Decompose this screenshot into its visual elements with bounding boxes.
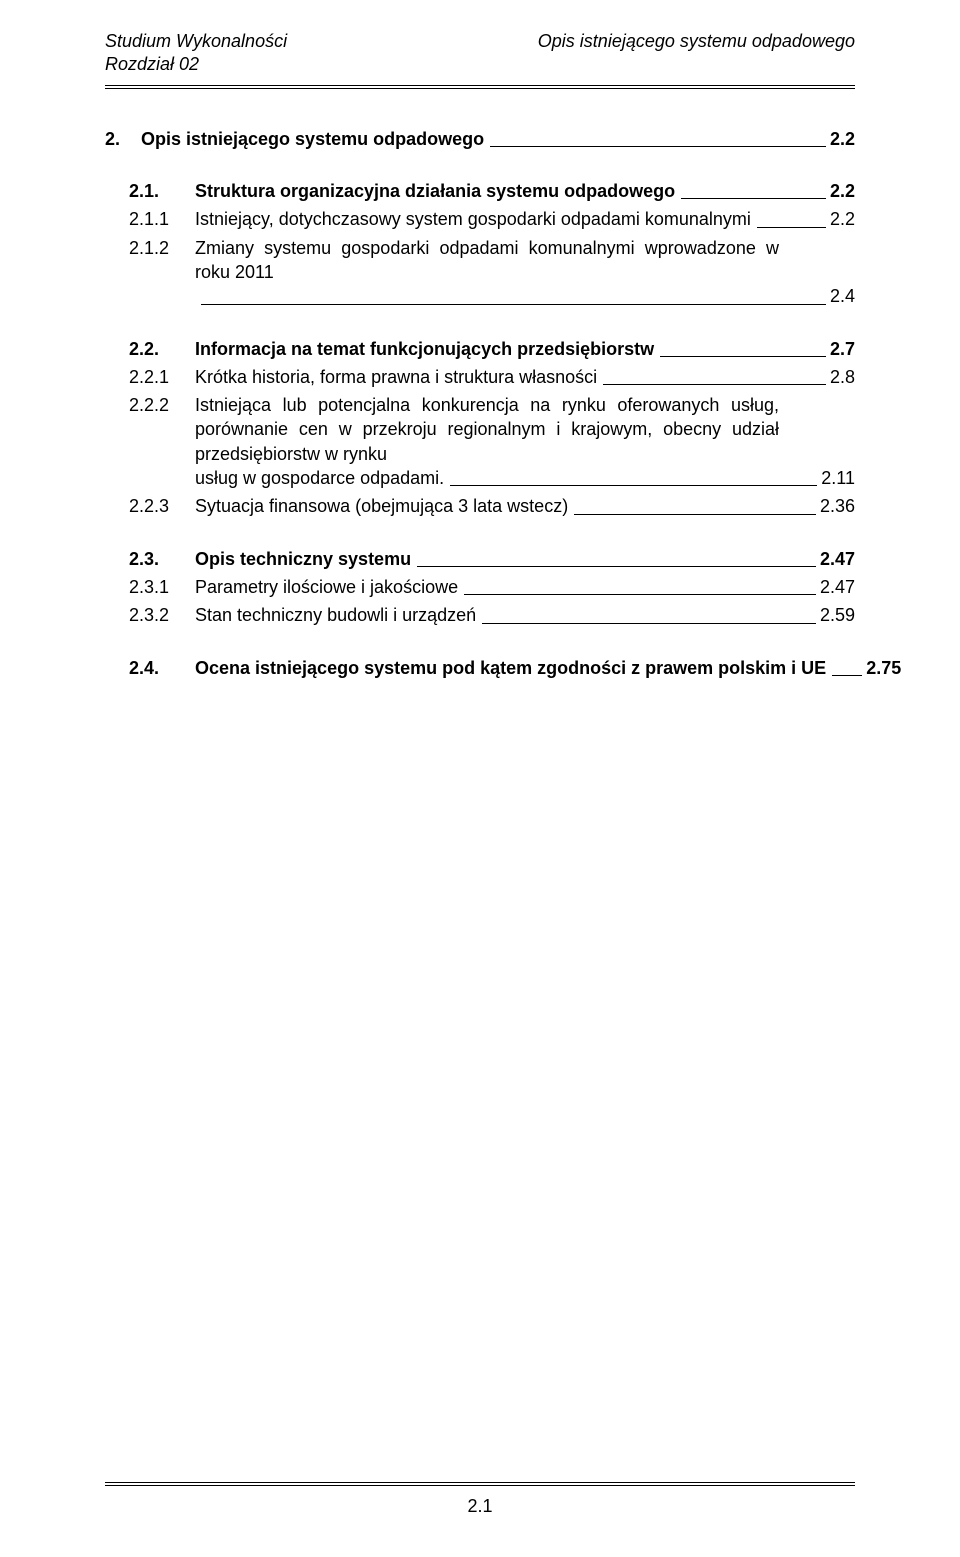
toc-leader: [603, 384, 826, 385]
toc-title: Krótka historia, forma prawna i struktur…: [189, 365, 597, 389]
toc-leader: [490, 146, 826, 147]
header-rule: [105, 88, 855, 89]
toc-title: Opis techniczny systemu: [189, 547, 411, 571]
table-of-contents: 2. Opis istniejącego systemu odpadowego …: [105, 127, 855, 680]
toc-entry: 2.1.2 Zmiany systemu gospodarki odpadami…: [105, 236, 855, 309]
header-right: Opis istniejącego systemu odpadowego: [538, 30, 855, 53]
header-title-right: Opis istniejącego systemu odpadowego: [538, 30, 855, 53]
header-title-left-2: Rozdział 02: [105, 53, 287, 76]
toc-title: Struktura organizacyjna działania system…: [189, 179, 675, 203]
toc-leader: [681, 198, 826, 199]
toc-page: 2.75: [866, 656, 901, 680]
toc-number: 2.2.2: [105, 393, 189, 417]
page-header: Studium Wykonalności Rozdział 02 Opis is…: [105, 30, 855, 83]
toc-title: Informacja na temat funkcjonujących prze…: [189, 337, 654, 361]
footer-rule: [105, 1482, 855, 1483]
toc-entry: 2.3. Opis techniczny systemu 2.47: [105, 547, 855, 571]
toc-leader: [201, 304, 826, 305]
toc-number: 2.3.: [105, 547, 189, 571]
toc-number: 2.4.: [105, 656, 189, 680]
toc-entry: 2.1. Struktura organizacyjna działania s…: [105, 179, 855, 203]
toc-leader: [482, 623, 816, 624]
toc-title: Istniejący, dotychczasowy system gospoda…: [189, 207, 751, 231]
toc-entry: 2.3.2 Stan techniczny budowli i urządzeń…: [105, 603, 855, 627]
toc-leader: [757, 227, 826, 228]
page: Studium Wykonalności Rozdział 02 Opis is…: [0, 0, 960, 1557]
toc-entry: 2.3.1 Parametry ilościowe i jakościowe 2…: [105, 575, 855, 599]
toc-number: 2.1.2: [105, 236, 189, 260]
toc-title: Istniejąca lub potencjalna konkurencja n…: [189, 393, 779, 466]
toc-title-continued: usług w gospodarce odpadami.: [195, 466, 444, 490]
toc-page: 2.2: [830, 207, 855, 231]
header-left: Studium Wykonalności Rozdział 02: [105, 30, 287, 77]
toc-leader: [417, 566, 816, 567]
toc-page: 2.47: [820, 575, 855, 599]
toc-entry: 2.2.3 Sytuacja finansowa (obejmująca 3 l…: [105, 494, 855, 518]
toc-leader: [660, 356, 826, 357]
toc-page: 2.36: [820, 494, 855, 518]
toc-title: Ocena istniejącego systemu pod kątem zgo…: [189, 656, 826, 680]
footer-page-number: 2.1: [105, 1496, 855, 1517]
toc-number: 2.3.1: [105, 575, 189, 599]
toc-number: 2.: [105, 127, 135, 151]
toc-number: 2.1.1: [105, 207, 189, 231]
toc-leader: [574, 514, 816, 515]
toc-page: 2.2: [830, 127, 855, 151]
toc-page: 2.47: [820, 547, 855, 571]
toc-page: 2.7: [830, 337, 855, 361]
toc-entry: 2.2.1 Krótka historia, forma prawna i st…: [105, 365, 855, 389]
toc-page: 2.59: [820, 603, 855, 627]
toc-title: Opis istniejącego systemu odpadowego: [135, 127, 484, 151]
toc-page: 2.8: [830, 365, 855, 389]
toc-entry: 2.2.2 Istniejąca lub potencjalna konkure…: [105, 393, 855, 490]
toc-page: 2.4: [830, 284, 855, 308]
toc-leader: [450, 485, 817, 486]
toc-number: 2.2.3: [105, 494, 189, 518]
toc-entry: 2.2. Informacja na temat funkcjonujących…: [105, 337, 855, 361]
toc-title: Parametry ilościowe i jakościowe: [189, 575, 458, 599]
toc-number: 2.2.: [105, 337, 189, 361]
toc-number: 2.3.2: [105, 603, 189, 627]
toc-entry: 2.4. Ocena istniejącego systemu pod kąte…: [105, 656, 855, 680]
toc-number: 2.2.1: [105, 365, 189, 389]
toc-leader: [832, 675, 862, 676]
toc-leader: [464, 594, 816, 595]
toc-title: Stan techniczny budowli i urządzeń: [189, 603, 476, 627]
toc-page: 2.2: [830, 179, 855, 203]
toc-entry: 2.1.1 Istniejący, dotychczasowy system g…: [105, 207, 855, 231]
header-rule: [105, 85, 855, 86]
header-title-left-1: Studium Wykonalności: [105, 30, 287, 53]
toc-title: Zmiany systemu gospodarki odpadami komun…: [189, 236, 779, 285]
footer-rule: [105, 1485, 855, 1486]
toc-page: 2.11: [821, 466, 855, 490]
page-footer: 2.1: [105, 1482, 855, 1517]
toc-entry: 2. Opis istniejącego systemu odpadowego …: [105, 127, 855, 151]
toc-number: 2.1.: [105, 179, 189, 203]
toc-title: Sytuacja finansowa (obejmująca 3 lata ws…: [189, 494, 568, 518]
